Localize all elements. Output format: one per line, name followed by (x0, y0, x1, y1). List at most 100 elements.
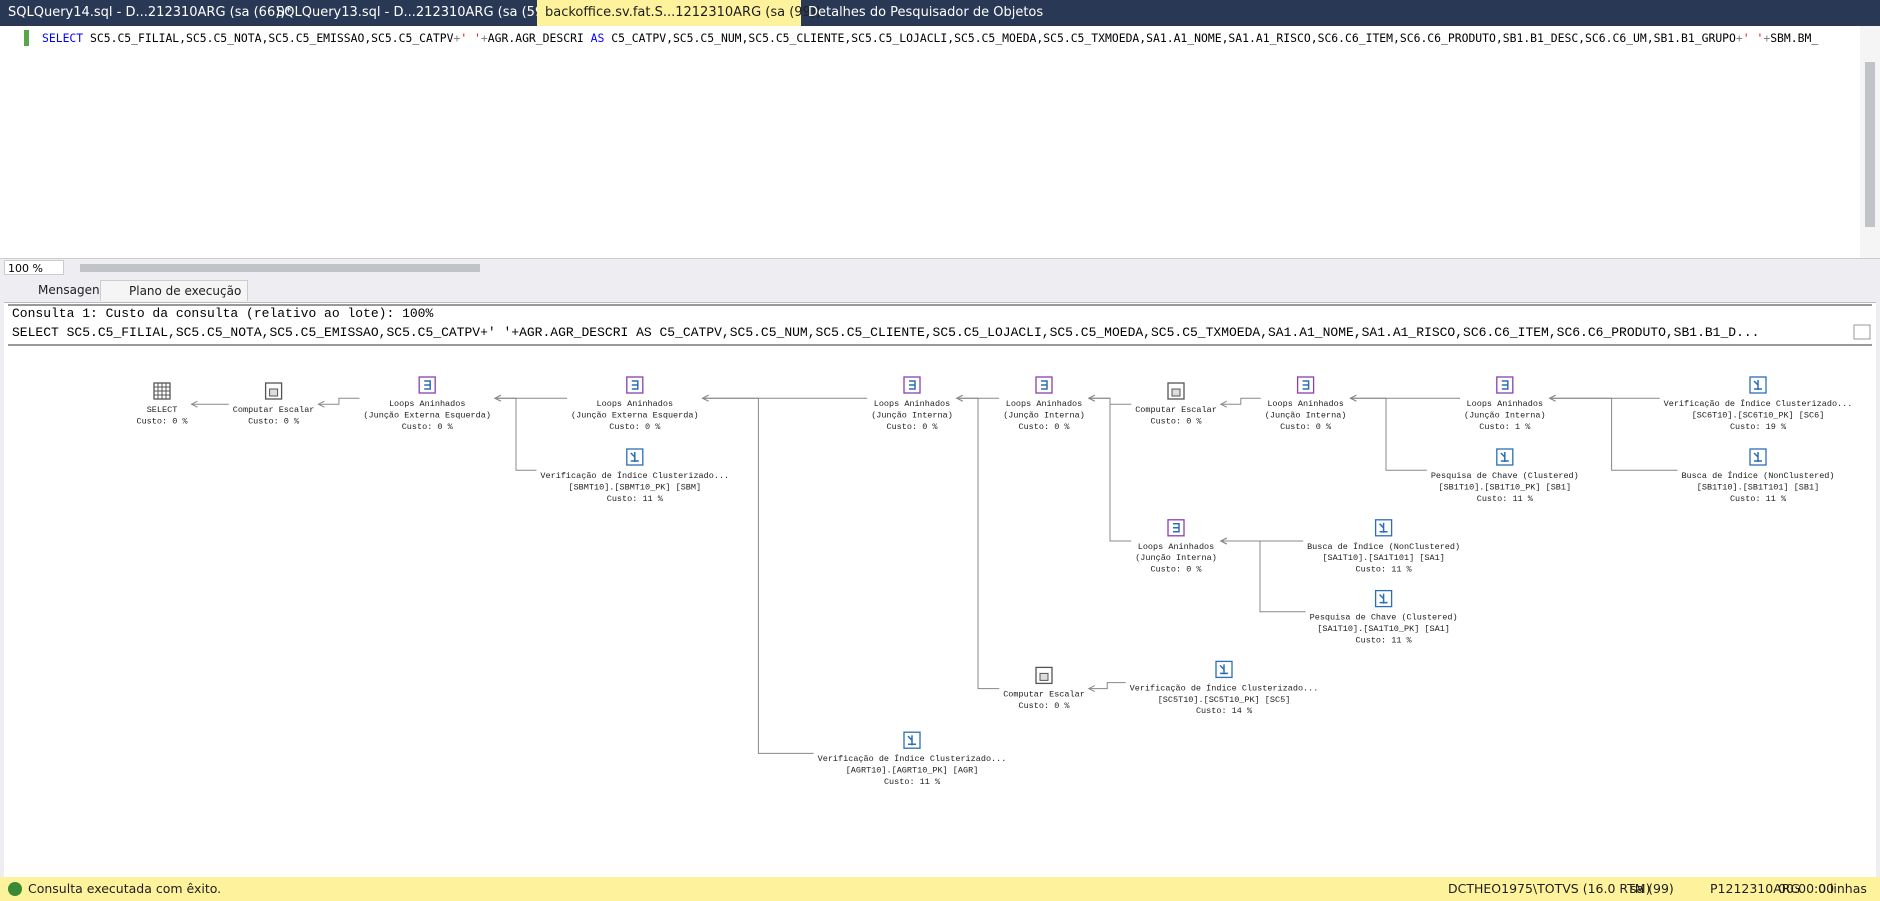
sql-token: ' ' (460, 31, 481, 45)
node-label: (Junção Interna) (1135, 553, 1217, 563)
document-tab[interactable]: SQLQuery13.sql - D...212310ARG (sa (59))… (276, 5, 560, 20)
operator-icon (626, 376, 644, 394)
icon-glyph (424, 380, 431, 390)
node-label: (Junção Externa Esquerda) (571, 410, 699, 420)
node-label: Verificação de Índice Clusterizado... (818, 753, 1007, 764)
node-label: Loops Aninhados (1467, 399, 1544, 409)
edge-arrow (1087, 394, 1096, 402)
node-label: Computar Escalar (1135, 405, 1217, 415)
sql-token: AGR.AGR_DESCRI (487, 31, 591, 45)
icon-glyph (269, 388, 279, 397)
edge-arrow (955, 394, 964, 402)
icon-glyph (1501, 380, 1509, 390)
operator-icon (903, 376, 921, 394)
operator-icon (1374, 589, 1393, 608)
icon-glyph (1039, 672, 1049, 681)
zoom-select[interactable]: 100 % (4, 260, 64, 275)
plan-edge (494, 397, 537, 471)
node-label: Loops Aninhados (1006, 399, 1083, 409)
node-label: Verificação de Índice Clusterizado... (1130, 682, 1319, 693)
node-label: Verificação de Índice Clusterizado... (540, 470, 729, 481)
operator-icon (1167, 382, 1185, 400)
icon-glyph (1379, 593, 1388, 604)
node-label: Loops Aninhados (597, 399, 674, 409)
vertical-scrollbar[interactable] (1860, 26, 1880, 258)
node-label: Computar Escalar (233, 405, 315, 415)
node-label: [SC6T10].[SC6T10_PK] [SC6] (1692, 410, 1825, 420)
operator-icon (1167, 519, 1185, 537)
plan-edge (956, 397, 1000, 690)
scroll-thumb[interactable] (80, 264, 480, 272)
operator-icon (153, 382, 171, 400)
result-tab[interactable]: Plano de execução (100, 280, 249, 301)
operator-icon (1296, 376, 1315, 394)
node-label: [SB1T10].[SB1T101] [SB1] (1697, 482, 1819, 492)
icon-glyph (1753, 452, 1762, 462)
node-label: Loops Aninhados (874, 399, 951, 409)
node-label: Loops Aninhados (1138, 542, 1215, 552)
icon-glyph (907, 735, 916, 746)
sql-token: SBM.BM_ (1770, 31, 1819, 45)
edge-arrow (1548, 394, 1556, 402)
result-tab[interactable]: Mensagens (38, 283, 106, 297)
node-label: [SA1T10].[SA1T10_PK] [SA1] (1317, 624, 1450, 634)
sql-token: + (453, 31, 461, 45)
icon-glyph (1041, 380, 1048, 390)
node-label: Custo: 11 % (1477, 494, 1534, 504)
operator-icon (1035, 376, 1053, 394)
node-label: Custo: 0 % (1150, 416, 1202, 426)
status-bar: Consulta executada com êxito. DCTHEO1975\… (0, 877, 1880, 901)
operator-icon (1749, 376, 1767, 394)
scroll-thumb[interactable] (1865, 62, 1875, 227)
operator-icon (418, 376, 436, 394)
node-label: Computar Escalar (1003, 689, 1085, 699)
node-label: Custo: 19 % (1730, 422, 1787, 432)
node-label: (Junção Interna) (1003, 410, 1085, 420)
operator-icon (1035, 666, 1053, 685)
node-label: Custo: 14 % (1196, 706, 1253, 716)
plan-query: SELECT SC5.C5_FILIAL,SC5.C5_NOTA,SC5.C5_… (12, 325, 1759, 340)
node-label: Custo: 0 % (248, 416, 300, 426)
edge-arrow (1349, 394, 1357, 402)
node-label: Busca de Índice (NonClustered) (1307, 541, 1460, 552)
node-label: Custo: 0 % (1018, 422, 1070, 432)
node-label: Loops Aninhados (389, 399, 466, 409)
execution-plan: Consulta 1: Custo da consulta (relativo … (4, 302, 1876, 877)
node-label: Custo: 11 % (607, 494, 664, 504)
result-tabs: Mensagens Plano de execução (0, 278, 1880, 302)
document-tab[interactable]: SQLQuery14.sql - D...212310ARG (sa (66))… (8, 5, 292, 20)
sql-token: ' ' (1742, 31, 1764, 45)
node-label: (Junção Interna) (1265, 410, 1347, 420)
icon-glyph (1500, 452, 1509, 462)
status-item: DCTHEO1975\TOTVS (16.0 RTM) (1448, 881, 1651, 896)
node-label: [AGRT10].[AGRT10_PK] [AGR] (846, 766, 979, 776)
icon-glyph (1379, 522, 1388, 533)
node-label: Custo: 0 % (136, 416, 188, 426)
icon-glyph (1219, 664, 1228, 675)
document-tab[interactable]: backoffice.sv.fat.S...1212310ARG (sa (99… (537, 0, 821, 26)
sql-token: + (480, 31, 488, 45)
icon-glyph (1173, 523, 1180, 533)
plan-canvas: Consulta 1: Custo da consulta (relativo … (8, 304, 1872, 787)
success-icon (8, 882, 22, 896)
node-label: Custo: 11 % (884, 777, 941, 787)
node-label: (Junção Interna) (871, 410, 953, 420)
icon-glyph (1171, 388, 1181, 397)
node-label: Pesquisa de Chave (Clustered) (1310, 613, 1458, 623)
node-label: Custo: 0 % (886, 422, 938, 432)
node-label: [SBMT10].[SBMT10_PK] [SBM] (568, 482, 701, 492)
node-label: Custo: 0 % (1018, 701, 1070, 711)
expand-button (1853, 324, 1871, 340)
edge-arrow (1087, 685, 1096, 693)
node-label: Custo: 0 % (1150, 565, 1202, 575)
sql-token: AS (590, 31, 605, 45)
sql-token: SC5.C5_FILIAL,SC5.C5_NOTA,SC5.C5_EMISSAO… (83, 31, 454, 45)
plan-edge (1088, 682, 1126, 690)
plan-edge (318, 397, 360, 405)
node-label: (Junção Externa Esquerda) (363, 410, 491, 420)
operator-icon (626, 448, 644, 466)
query-editor[interactable]: SELECT SC5.C5_FILIAL,SC5.C5_NOTA,SC5.C5_… (0, 26, 1880, 258)
operator-icon (1749, 448, 1767, 466)
document-tab[interactable]: Detalhes do Pesquisador de Objetos (808, 5, 1044, 20)
